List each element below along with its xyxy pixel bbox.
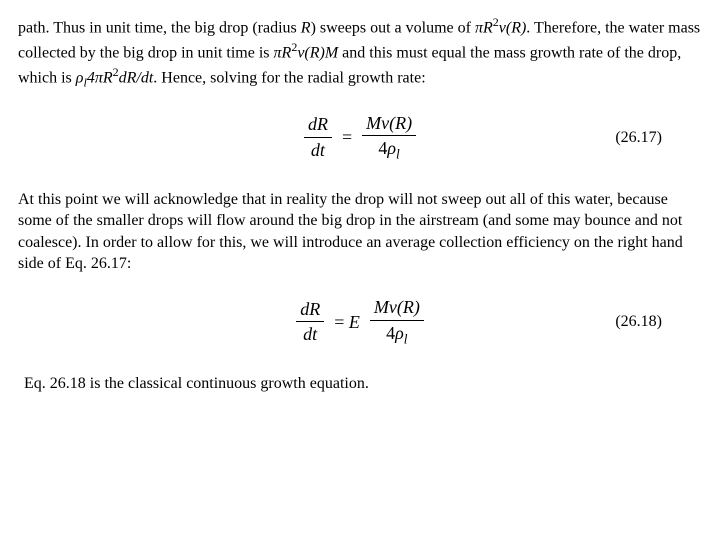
paragraph-1: path. Thus in unit time, the big drop (r… bbox=[18, 14, 702, 91]
equation-26-17: dR dt = Mv(R) 4ρl (26.17) bbox=[18, 109, 702, 167]
expr: v(R) bbox=[499, 19, 527, 36]
text: path. Thus in unit time, the big drop (r… bbox=[18, 19, 301, 36]
paragraph-2: At this point we will acknowledge that i… bbox=[18, 189, 702, 275]
equation-number: (26.17) bbox=[615, 127, 662, 149]
expr: dR/dt bbox=[119, 69, 154, 86]
equation-number: (26.18) bbox=[615, 311, 662, 333]
equals: = bbox=[342, 125, 352, 149]
paragraph-3: Eq. 26.18 is the classical continuous gr… bbox=[24, 373, 702, 395]
frac-rhs: Mv(R) 4ρl bbox=[362, 113, 416, 163]
var-R: R bbox=[301, 19, 311, 36]
text: . Hence, solving for the radial growth r… bbox=[153, 69, 425, 86]
equals-E: = E bbox=[334, 310, 360, 334]
equation-body: dR dt = E Mv(R) 4ρl bbox=[296, 297, 424, 347]
expr: 4πR bbox=[87, 69, 113, 86]
expr: πR bbox=[475, 19, 493, 36]
equation-body: dR dt = Mv(R) 4ρl bbox=[304, 113, 416, 163]
equation-26-18: dR dt = E Mv(R) 4ρl (26.18) bbox=[18, 293, 702, 351]
frac-dRdt: dR dt bbox=[304, 114, 332, 160]
text: ) sweeps out a volume of bbox=[311, 19, 475, 36]
frac-dRdt: dR dt bbox=[296, 299, 324, 345]
frac-rhs: Mv(R) 4ρl bbox=[370, 297, 424, 347]
expr: πR bbox=[274, 44, 292, 61]
expr: v(R)M bbox=[297, 44, 338, 61]
